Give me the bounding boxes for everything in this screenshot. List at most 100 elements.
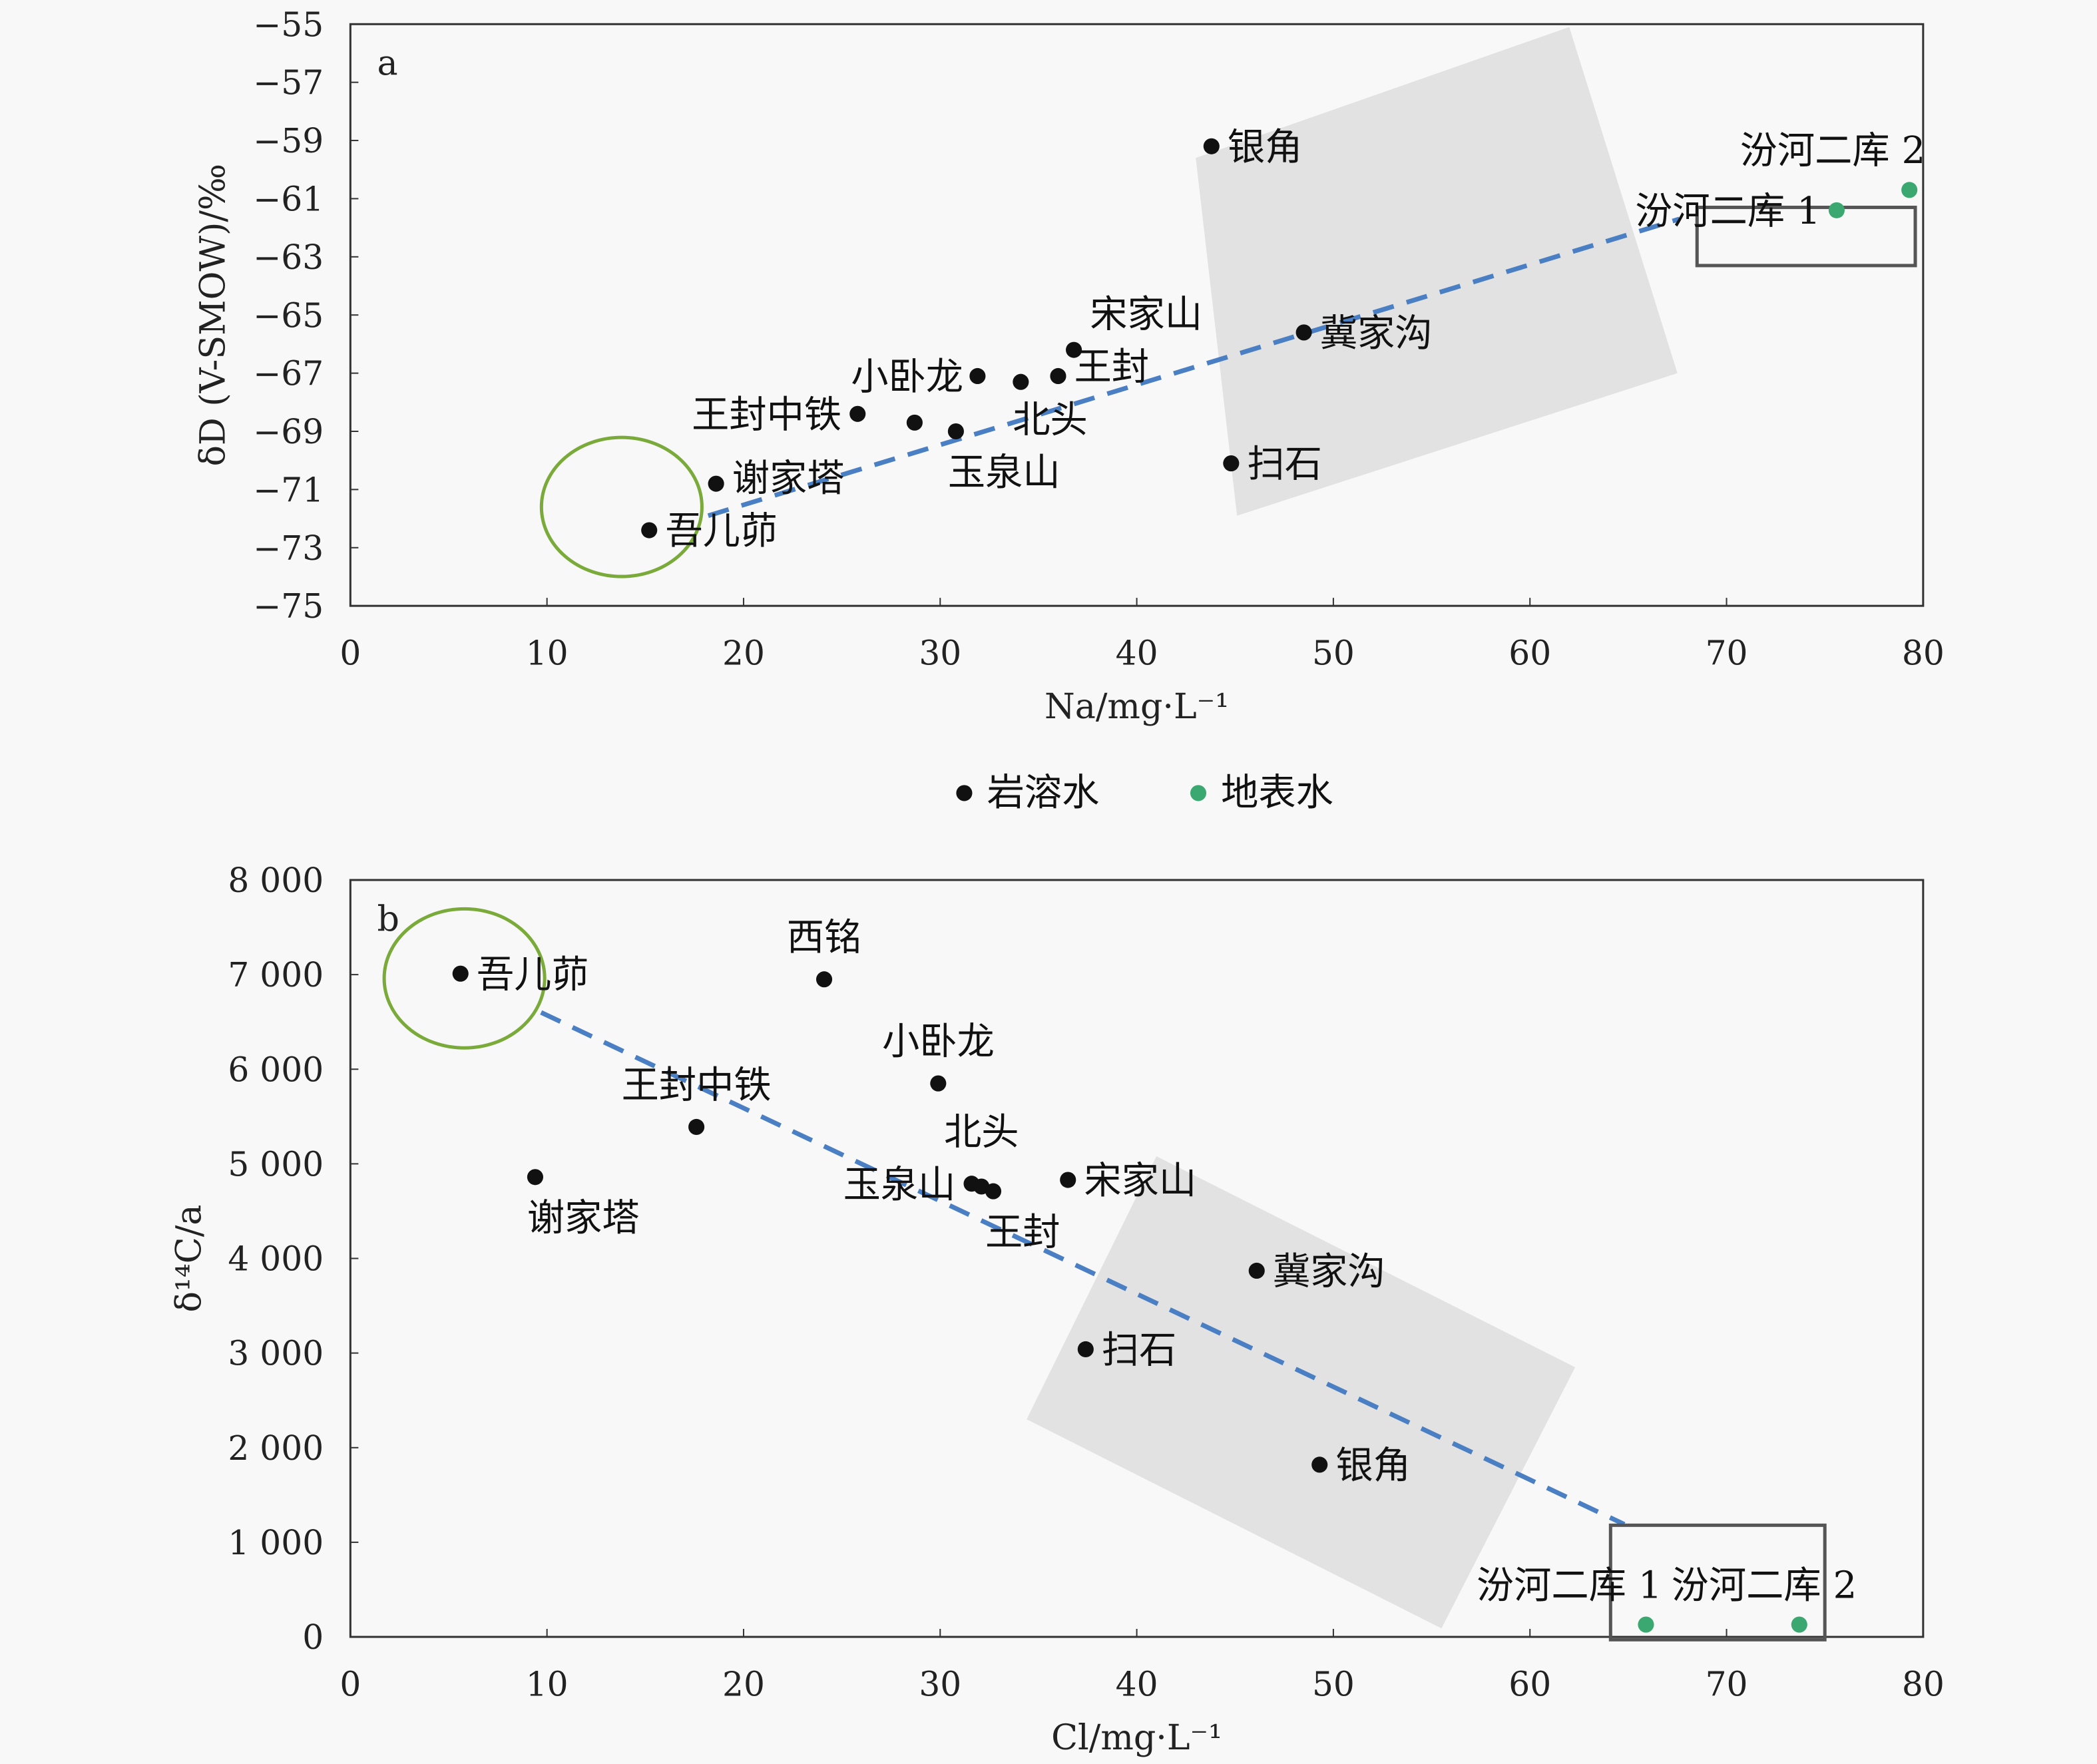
point-label: 吾儿茆 (477, 953, 589, 996)
data-point (1638, 1616, 1654, 1633)
x-tick-label: 80 (1902, 634, 1945, 673)
data-point (1203, 138, 1220, 154)
point-label: 玉泉山 (948, 451, 1060, 494)
data-point (906, 414, 923, 431)
point-label: 汾河二库 2 (1740, 129, 1926, 172)
panel-a: 0 10 20 30 40 50 60 70 80 −55 −57 −59 −61 −63 −65 −67 −6… (194, 5, 1945, 727)
point-label: 银角 (1228, 126, 1303, 169)
y-tick-label: −71 (253, 470, 324, 509)
highlight-box (1608, 1523, 1827, 1642)
legend-marker-surface (1190, 785, 1207, 801)
x-tick-label: 20 (722, 1664, 765, 1703)
highlight-box (1695, 206, 1917, 268)
x-tick-label: 10 (526, 1664, 569, 1703)
data-point (688, 1118, 705, 1136)
x-tick-label: 40 (1116, 634, 1158, 673)
point-label: 小卧龙 (882, 1020, 995, 1063)
y-tick-label: 5 000 (228, 1144, 324, 1184)
point-label: 银角 (1335, 1444, 1411, 1487)
x-tick-label: 30 (919, 1664, 961, 1703)
panel-label: b (377, 899, 399, 939)
point-label: 玉泉山 (843, 1163, 956, 1206)
y-tick-label: −65 (253, 296, 324, 335)
panel-b: 0 10 20 30 40 50 60 70 80 0 1 000 2 000 3 000 4 000 5 … (169, 861, 1944, 1758)
x-axis-title: Na/mg·L⁻¹ (1045, 687, 1229, 727)
data-point (849, 405, 866, 422)
point-label: 冀家沟 (1273, 1250, 1385, 1293)
highlight-ellipse (382, 907, 547, 1050)
point-label: 宋家山 (1090, 293, 1202, 336)
point-label: 汾河二库 1 (1477, 1564, 1662, 1607)
point-label: 北头 (944, 1110, 1019, 1154)
y-tick-label: 6 000 (228, 1050, 324, 1089)
data-point (1077, 1341, 1094, 1358)
y-tick-label: 3 000 (228, 1334, 324, 1373)
point-label: 谢家塔 (732, 457, 845, 501)
y-tick-label: −61 (253, 180, 324, 219)
x-tick-label: 60 (1509, 1664, 1551, 1703)
point-label: 王封 (985, 1211, 1060, 1254)
data-point (708, 475, 724, 492)
data-point (969, 367, 986, 385)
x-tick-label: 10 (526, 634, 569, 673)
x-tick-label: 30 (919, 634, 961, 673)
data-point (1311, 1456, 1328, 1473)
point-label: 北头 (1013, 398, 1088, 441)
data-point (1901, 182, 1918, 198)
point-label: 汾河二库 1 (1635, 190, 1821, 233)
y-tick-label: 7 000 (228, 955, 324, 994)
x-tick-label: 60 (1509, 634, 1551, 673)
y-tick-label: 1 000 (228, 1523, 324, 1562)
point-label: 西铭 (787, 916, 862, 959)
x-tick-label: 70 (1706, 634, 1748, 673)
data-point (930, 1075, 947, 1092)
data-point (1791, 1616, 1807, 1633)
legend-label-karst: 岩溶水 (987, 771, 1100, 814)
x-tick-label: 20 (722, 634, 765, 673)
data-point (527, 1169, 543, 1186)
point-label: 扫石 (1102, 1329, 1177, 1372)
y-tick-label: 4 000 (228, 1239, 324, 1279)
y-tick-label: −57 (253, 63, 324, 103)
y-tick-label: 0 (302, 1618, 324, 1657)
data-point (816, 971, 833, 988)
trend-line (707, 216, 1680, 519)
point-label: 王封中铁 (692, 393, 841, 437)
legend-label-surface: 地表水 (1221, 771, 1333, 814)
data-point (1248, 1262, 1265, 1279)
data-point (1060, 1172, 1076, 1188)
point-label: 汾河二库 2 (1672, 1564, 1857, 1607)
y-tick-label: −63 (253, 238, 324, 277)
data-point (947, 423, 964, 440)
point-label: 宋家山 (1084, 1160, 1196, 1203)
point-label: 王封 (1074, 345, 1150, 389)
legend: 岩溶水 地表水 (956, 771, 1333, 814)
y-axis-title: δD (V-SMOW)/‰ (194, 164, 234, 467)
x-tick-label: 70 (1706, 1664, 1748, 1703)
y-tick-label: −73 (253, 529, 324, 568)
x-axis-title: Cl/mg·L⁻¹ (1051, 1718, 1222, 1758)
shaded-region (1027, 1156, 1576, 1629)
x-tick-label: 0 (340, 634, 361, 673)
point-label: 冀家沟 (1320, 312, 1433, 355)
x-tick-label: 40 (1116, 1664, 1158, 1703)
data-point (1066, 341, 1082, 358)
data-point (1295, 324, 1312, 341)
data-point (1828, 202, 1845, 218)
data-point (1050, 367, 1066, 385)
trend-line (540, 1010, 1626, 1527)
point-label: 吾儿茆 (665, 510, 778, 553)
highlight-ellipse (539, 435, 704, 578)
x-tick-label: 50 (1312, 634, 1355, 673)
shaded-region (1196, 27, 1678, 516)
data-point (452, 965, 469, 982)
point-label: 谢家塔 (527, 1197, 640, 1240)
x-tick-label: 80 (1902, 1664, 1945, 1703)
panel-label: a (377, 44, 398, 84)
y-tick-label: −59 (253, 121, 324, 160)
point-label: 扫石 (1247, 443, 1322, 486)
y-tick-label: 2 000 (228, 1429, 324, 1468)
y-tick-label: −55 (253, 5, 324, 44)
point-label: 小卧龙 (851, 355, 963, 399)
